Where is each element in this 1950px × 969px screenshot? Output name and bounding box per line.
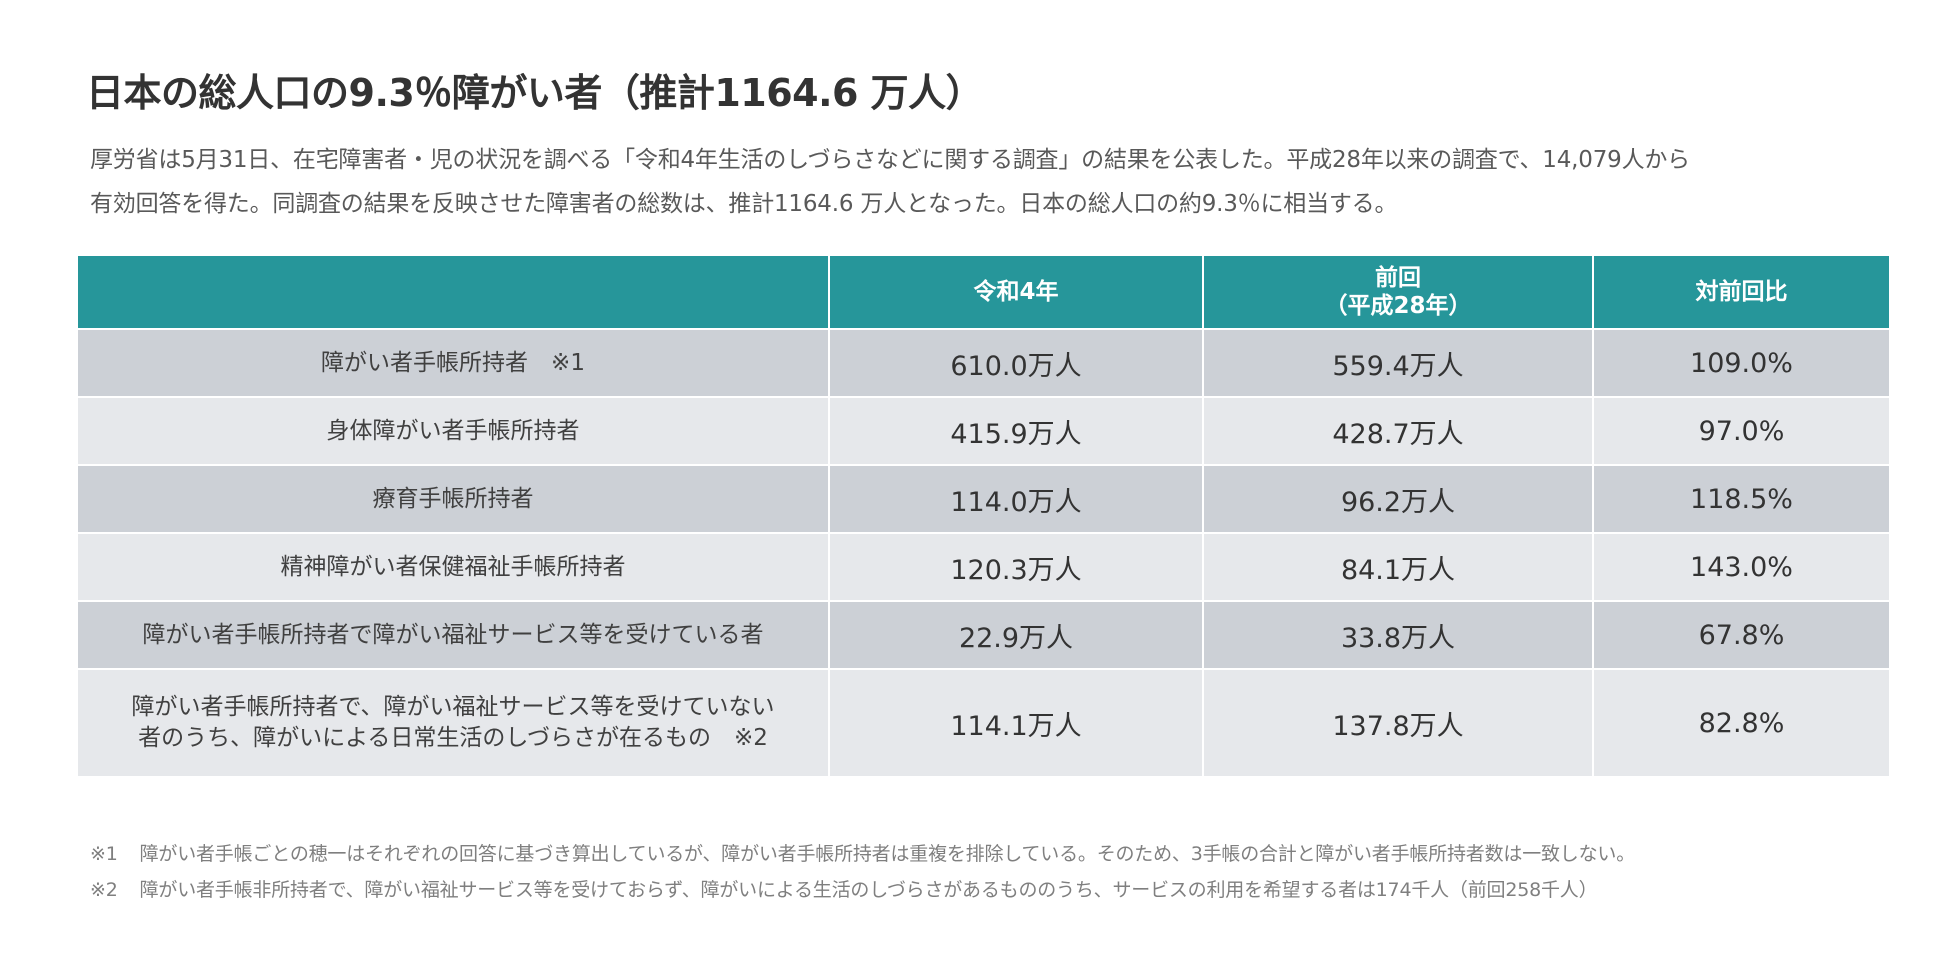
value-ratio: 82.8% (1592, 668, 1891, 778)
header-ratio: 対前回比 (1592, 254, 1891, 330)
row-label: 身体障がい者手帳所持者 (76, 396, 830, 466)
value-ratio: 109.0% (1592, 328, 1891, 398)
footnote-text: 障がい者手帳非所持者で、障がい福祉サービス等を受けておらず、障がいによる生活のし… (139, 879, 1598, 901)
value-previous: 428.7万人 (1202, 396, 1594, 466)
value-ratio: 118.5% (1592, 464, 1891, 534)
footnotes: ※1 障がい者手帳ごとの穂一はそれぞれの回答に基づき算出しているが、障がい者手帳所… (90, 836, 1635, 908)
value-current: 114.0万人 (828, 464, 1204, 534)
table-row: 障がい者手帳所持者 ※1 610.0万人 559.4万人 109.0% (76, 328, 1891, 398)
footnote-2: ※2 障がい者手帳非所持者で、障がい福祉サービス等を受けておらず、障がいによる生活… (90, 872, 1635, 908)
row-label: 療育手帳所持者 (76, 464, 830, 534)
value-previous: 96.2万人 (1202, 464, 1594, 534)
value-current: 22.9万人 (828, 600, 1204, 670)
header-previous: 前回 （平成28年） (1202, 254, 1594, 330)
value-previous: 137.8万人 (1202, 668, 1594, 778)
header-previous-line1: 前回 (1375, 265, 1421, 291)
value-previous: 33.8万人 (1202, 600, 1594, 670)
row-label-line2: 者のうち、障がいによる日常生活のしづらさが在るもの ※2 (138, 725, 768, 751)
header-reiwa4: 令和4年 (828, 254, 1204, 330)
table-row: 障がい者手帳所持者で障がい福祉サービス等を受けている者 22.9万人 33.8万… (76, 600, 1891, 670)
intro-paragraph: 厚労省は5月31日、在宅障害者・児の状況を調べる「令和4年生活のしづらさなどに関… (90, 138, 1890, 226)
footnote-text: 障がい者手帳ごとの穂一はそれぞれの回答に基づき算出しているが、障がい者手帳所持者… (139, 843, 1636, 865)
table-header-row: 令和4年 前回 （平成28年） 対前回比 (76, 254, 1891, 330)
value-previous: 84.1万人 (1202, 532, 1594, 602)
row-label: 障がい者手帳所持者で障がい福祉サービス等を受けている者 (76, 600, 830, 670)
intro-line-2: 有効回答を得た。同調査の結果を反映させた障害者の総数は、推計1164.6 万人と… (90, 191, 1398, 217)
table-row: 身体障がい者手帳所持者 415.9万人 428.7万人 97.0% (76, 396, 1891, 466)
intro-line-1: 厚労省は5月31日、在宅障害者・児の状況を調べる「令和4年生活のしづらさなどに関… (90, 147, 1690, 173)
header-previous-line2: （平成28年） (1324, 293, 1472, 319)
value-current: 610.0万人 (828, 328, 1204, 398)
row-label-line1: 障がい者手帳所持者で、障がい福祉サービス等を受けていない (131, 694, 775, 720)
footnote-mark: ※2 (90, 879, 118, 901)
row-label: 精神障がい者保健福祉手帳所持者 (76, 532, 830, 602)
header-category (76, 254, 830, 330)
value-previous: 559.4万人 (1202, 328, 1594, 398)
row-label: 障がい者手帳所持者で、障がい福祉サービス等を受けていない 者のうち、障がいによる… (76, 668, 830, 778)
table-row: 療育手帳所持者 114.0万人 96.2万人 118.5% (76, 464, 1891, 534)
statistics-table: 令和4年 前回 （平成28年） 対前回比 障がい者手帳所持者 ※1 610.0万… (76, 254, 1891, 778)
value-current: 114.1万人 (828, 668, 1204, 778)
footnote-mark: ※1 (90, 843, 118, 865)
table-row: 障がい者手帳所持者で、障がい福祉サービス等を受けていない 者のうち、障がいによる… (76, 668, 1891, 778)
footnote-1: ※1 障がい者手帳ごとの穂一はそれぞれの回答に基づき算出しているが、障がい者手帳所… (90, 836, 1635, 872)
value-ratio: 97.0% (1592, 396, 1891, 466)
value-current: 415.9万人 (828, 396, 1204, 466)
table-row: 精神障がい者保健福祉手帳所持者 120.3万人 84.1万人 143.0% (76, 532, 1891, 602)
value-current: 120.3万人 (828, 532, 1204, 602)
value-ratio: 67.8% (1592, 600, 1891, 670)
page-title: 日本の総人口の9.3％障がい者（推計1164.6 万人） (86, 71, 984, 115)
value-ratio: 143.0% (1592, 532, 1891, 602)
row-label: 障がい者手帳所持者 ※1 (76, 328, 830, 398)
